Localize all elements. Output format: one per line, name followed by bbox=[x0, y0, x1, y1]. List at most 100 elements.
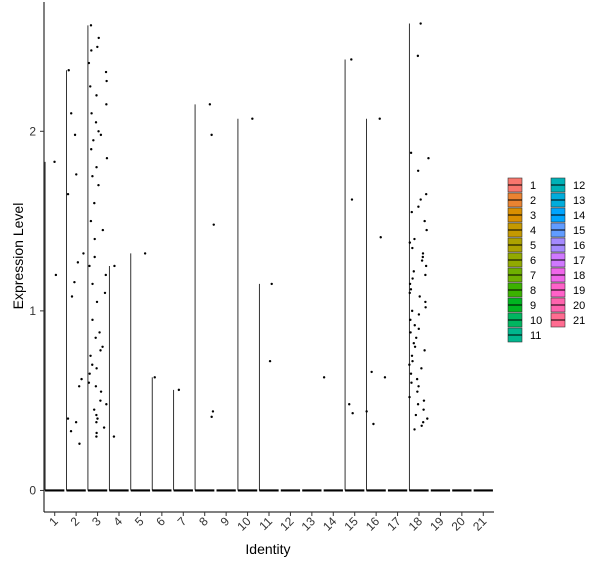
data-point bbox=[66, 192, 70, 196]
data-point bbox=[420, 424, 423, 428]
data-point bbox=[211, 410, 215, 413]
legend-label-13: 13 bbox=[573, 195, 585, 207]
data-point bbox=[424, 273, 427, 277]
data-point bbox=[412, 341, 415, 345]
data-point bbox=[80, 377, 83, 381]
data-point bbox=[270, 282, 273, 286]
x-tick-label: 17 bbox=[384, 514, 404, 534]
legend-label-15: 15 bbox=[573, 225, 585, 237]
x-tick-label: 14 bbox=[320, 514, 340, 534]
data-point bbox=[66, 417, 70, 420]
data-point bbox=[143, 252, 147, 255]
data-point bbox=[87, 381, 91, 384]
data-point bbox=[95, 94, 98, 97]
data-point bbox=[113, 264, 116, 268]
data-point bbox=[210, 415, 213, 419]
data-point bbox=[89, 219, 93, 223]
x-tick-label: 8 bbox=[196, 514, 211, 529]
data-point bbox=[97, 130, 100, 133]
data-point bbox=[90, 49, 93, 52]
data-point bbox=[370, 370, 373, 374]
data-point bbox=[88, 372, 91, 375]
legend-label-6: 6 bbox=[530, 255, 536, 267]
data-point bbox=[90, 148, 93, 151]
data-point bbox=[418, 295, 421, 298]
data-point bbox=[379, 236, 382, 239]
data-point bbox=[210, 133, 213, 137]
data-point bbox=[87, 61, 91, 65]
x-tick-label: 7 bbox=[175, 514, 190, 529]
data-point bbox=[103, 291, 107, 295]
data-point bbox=[411, 246, 414, 250]
y-tick-label: 0 bbox=[29, 483, 36, 497]
data-point bbox=[95, 166, 98, 169]
data-point bbox=[412, 270, 415, 273]
data-point bbox=[411, 359, 414, 363]
data-point bbox=[95, 421, 98, 424]
legend-label-16: 16 bbox=[573, 240, 585, 252]
data-point bbox=[92, 139, 95, 142]
data-point bbox=[423, 219, 426, 223]
data-point bbox=[415, 336, 418, 340]
data-point bbox=[73, 280, 76, 284]
data-point bbox=[93, 201, 96, 205]
data-point bbox=[78, 442, 81, 445]
data-point bbox=[102, 426, 106, 429]
data-point bbox=[104, 273, 107, 277]
data-point bbox=[424, 264, 428, 268]
data-point bbox=[93, 255, 96, 259]
data-point bbox=[105, 157, 109, 160]
data-point bbox=[417, 313, 421, 316]
x-tick-label: 13 bbox=[299, 514, 319, 534]
data-point bbox=[90, 112, 93, 115]
data-point bbox=[112, 435, 116, 438]
data-point bbox=[413, 345, 417, 348]
data-point bbox=[420, 367, 423, 370]
data-point bbox=[99, 390, 103, 393]
data-point bbox=[419, 22, 422, 25]
data-point bbox=[322, 376, 326, 379]
data-point bbox=[417, 327, 420, 331]
data-point bbox=[409, 151, 413, 155]
legend-label-20: 20 bbox=[573, 300, 585, 312]
data-point bbox=[89, 85, 92, 88]
data-point bbox=[93, 237, 96, 241]
legend-label-4: 4 bbox=[530, 225, 536, 237]
data-point bbox=[91, 282, 94, 286]
data-point bbox=[409, 331, 412, 334]
data-points bbox=[53, 22, 430, 445]
x-tick-label: 19 bbox=[427, 514, 447, 534]
data-point bbox=[75, 173, 78, 176]
data-point bbox=[424, 300, 427, 304]
legend-label-17: 17 bbox=[573, 255, 585, 267]
x-tick-label: 12 bbox=[277, 514, 297, 534]
x-tick-label: 16 bbox=[363, 514, 383, 534]
x-tick-label: 4 bbox=[110, 514, 125, 529]
data-point bbox=[98, 331, 101, 334]
data-point bbox=[414, 413, 418, 417]
data-point bbox=[416, 169, 420, 173]
data-point bbox=[54, 273, 58, 277]
data-point bbox=[99, 349, 102, 352]
data-point bbox=[413, 428, 416, 431]
data-point bbox=[408, 363, 411, 366]
legend-label-21: 21 bbox=[573, 315, 585, 327]
data-point bbox=[94, 385, 98, 388]
data-point bbox=[101, 228, 105, 232]
data-point bbox=[268, 359, 272, 363]
data-point bbox=[105, 403, 108, 406]
violins bbox=[44, 23, 493, 492]
data-point bbox=[417, 385, 420, 388]
legend-label-14: 14 bbox=[573, 210, 585, 222]
data-point bbox=[70, 112, 73, 115]
legend-label-7: 7 bbox=[530, 270, 536, 282]
data-point bbox=[409, 372, 413, 375]
data-point bbox=[408, 395, 411, 399]
data-point bbox=[424, 192, 428, 196]
data-point bbox=[420, 259, 424, 262]
data-point bbox=[409, 288, 413, 291]
data-point bbox=[95, 435, 98, 438]
data-point bbox=[413, 324, 416, 327]
data-point bbox=[408, 282, 412, 286]
data-point bbox=[410, 354, 414, 357]
